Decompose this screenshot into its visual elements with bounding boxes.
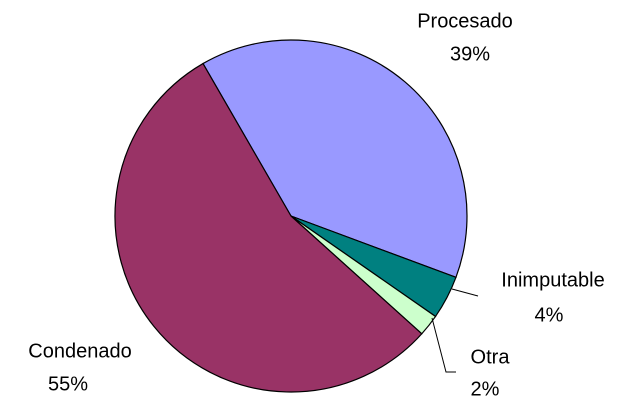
slice-label: Otra [471, 346, 511, 368]
pie-slice [114, 62, 423, 393]
slice-label: Condenado [28, 340, 131, 362]
slice-label: Inimputable [501, 269, 604, 291]
value-label: 4% [535, 304, 564, 326]
pie-slice [202, 39, 468, 279]
leader-line [451, 288, 479, 297]
value-label: 2% [471, 378, 500, 400]
value-label: 39% [450, 43, 490, 65]
slice-label: Procesado [417, 10, 513, 32]
value-label: 55% [48, 373, 88, 395]
leader-line [431, 317, 456, 373]
